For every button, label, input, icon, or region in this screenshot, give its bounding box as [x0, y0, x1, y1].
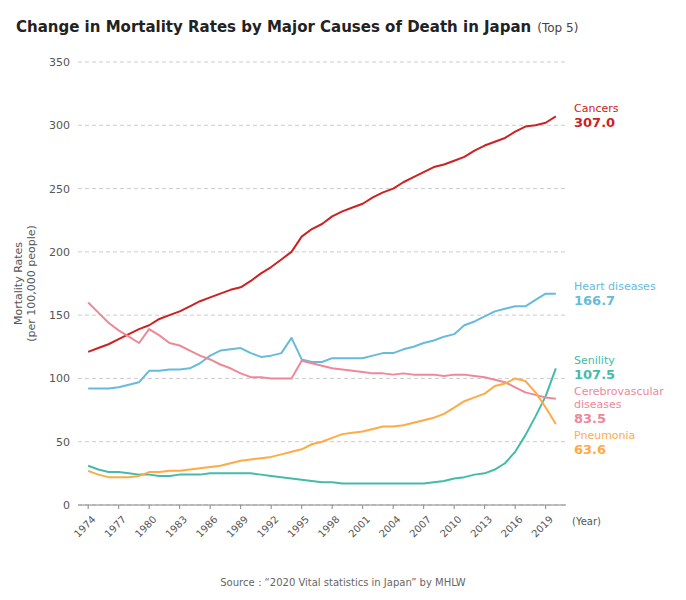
- x-tick: [118, 505, 119, 509]
- grid-line: [78, 188, 566, 189]
- series-end-label: 107.5: [574, 367, 615, 382]
- grid-line: [78, 315, 566, 316]
- x-tick: [271, 505, 272, 509]
- x-tick-label: 1995: [285, 514, 311, 540]
- x-tick-label: 1980: [133, 514, 159, 540]
- x-tick-label: 1983: [163, 514, 189, 540]
- series-end-label: 307.0: [574, 115, 615, 130]
- series-line: [88, 378, 556, 477]
- series-name-label: Cerebrovasculardiseases: [574, 385, 664, 411]
- grid-line: [78, 125, 566, 126]
- grid-line: [78, 62, 566, 63]
- series-end-label: 63.6: [574, 442, 606, 457]
- x-tick: [515, 505, 516, 509]
- x-tick-label: 1992: [255, 514, 281, 540]
- y-axis-label-line: (per 100,000 people): [25, 225, 38, 342]
- grid-line: [78, 251, 566, 252]
- title: Change in Mortality Rates by Major Cause…: [16, 18, 531, 36]
- series-name-label: Cancers: [574, 102, 619, 115]
- x-tick-label: 1974: [72, 514, 98, 540]
- subtitle: (Top 5): [537, 21, 578, 35]
- x-tick: [423, 505, 424, 509]
- x-tick-label: 2001: [346, 514, 372, 540]
- x-tick-label: 2007: [407, 514, 433, 540]
- y-axis-label-line: Mortality Rates: [12, 242, 25, 325]
- y-tick-label: 250: [49, 183, 70, 196]
- x-tick-label: 2004: [377, 514, 403, 540]
- series-name-line: diseases: [574, 398, 622, 411]
- chart-container: Change in Mortality Rates by Major Cause…: [0, 0, 686, 600]
- grid: [78, 62, 566, 505]
- x-tick-label: 1998: [316, 514, 342, 540]
- x-tick-label: 1977: [102, 514, 128, 540]
- series-name-line: Pneumonia: [574, 429, 635, 442]
- x-tick: [332, 505, 333, 509]
- x-tick: [88, 505, 89, 509]
- source: Source：“2020 Vital statistics in Japan” …: [220, 577, 466, 588]
- series-name-line: Cerebrovascular: [574, 385, 664, 398]
- series-line: [88, 302, 556, 398]
- series-end-label: 166.7: [574, 293, 615, 308]
- x-tick-label: 2016: [499, 514, 525, 540]
- series-lines: [88, 116, 556, 483]
- y-tick-label: 150: [49, 309, 70, 322]
- x-tick: [149, 505, 150, 509]
- series-name-label: Senility: [574, 354, 615, 367]
- x-tick-label: 2010: [438, 514, 464, 540]
- series-name-label: Heart diseases: [574, 280, 656, 293]
- series-end-label: 83.5: [574, 411, 606, 426]
- y-tick-label: 100: [49, 372, 70, 385]
- grid-line: [78, 505, 566, 506]
- x-tick: [362, 505, 363, 509]
- y-axis-label: Mortality Rates(per 100,000 people): [12, 225, 38, 342]
- x-tick: [484, 505, 485, 509]
- series-name-line: Senility: [574, 354, 615, 367]
- x-tick: [545, 505, 546, 509]
- chart-svg: Change in Mortality Rates by Major Cause…: [0, 0, 686, 600]
- x-tick: [301, 505, 302, 509]
- y-tick-label: 300: [49, 119, 70, 132]
- x-axis-label: (Year): [572, 516, 601, 527]
- x-axis-line: [78, 505, 566, 506]
- x-tick: [454, 505, 455, 509]
- series-name-label: Pneumonia: [574, 429, 635, 442]
- series-line: [88, 294, 556, 389]
- x-tick: [240, 505, 241, 509]
- x-tick-label: 2019: [529, 514, 555, 540]
- y-tick-label: 350: [49, 56, 70, 69]
- series-name-line: Heart diseases: [574, 280, 656, 293]
- y-tick-label: 0: [63, 499, 70, 512]
- x-tick-label: 1989: [224, 514, 250, 540]
- x-tick-label: 1986: [194, 514, 220, 540]
- y-tick-label: 50: [56, 436, 70, 449]
- y-tick-label: 200: [49, 246, 70, 259]
- x-tick: [210, 505, 211, 509]
- x-tick: [393, 505, 394, 509]
- series-name-line: Cancers: [574, 102, 619, 115]
- x-tick-label: 2013: [468, 514, 494, 540]
- x-tick: [179, 505, 180, 509]
- series-line: [88, 368, 556, 483]
